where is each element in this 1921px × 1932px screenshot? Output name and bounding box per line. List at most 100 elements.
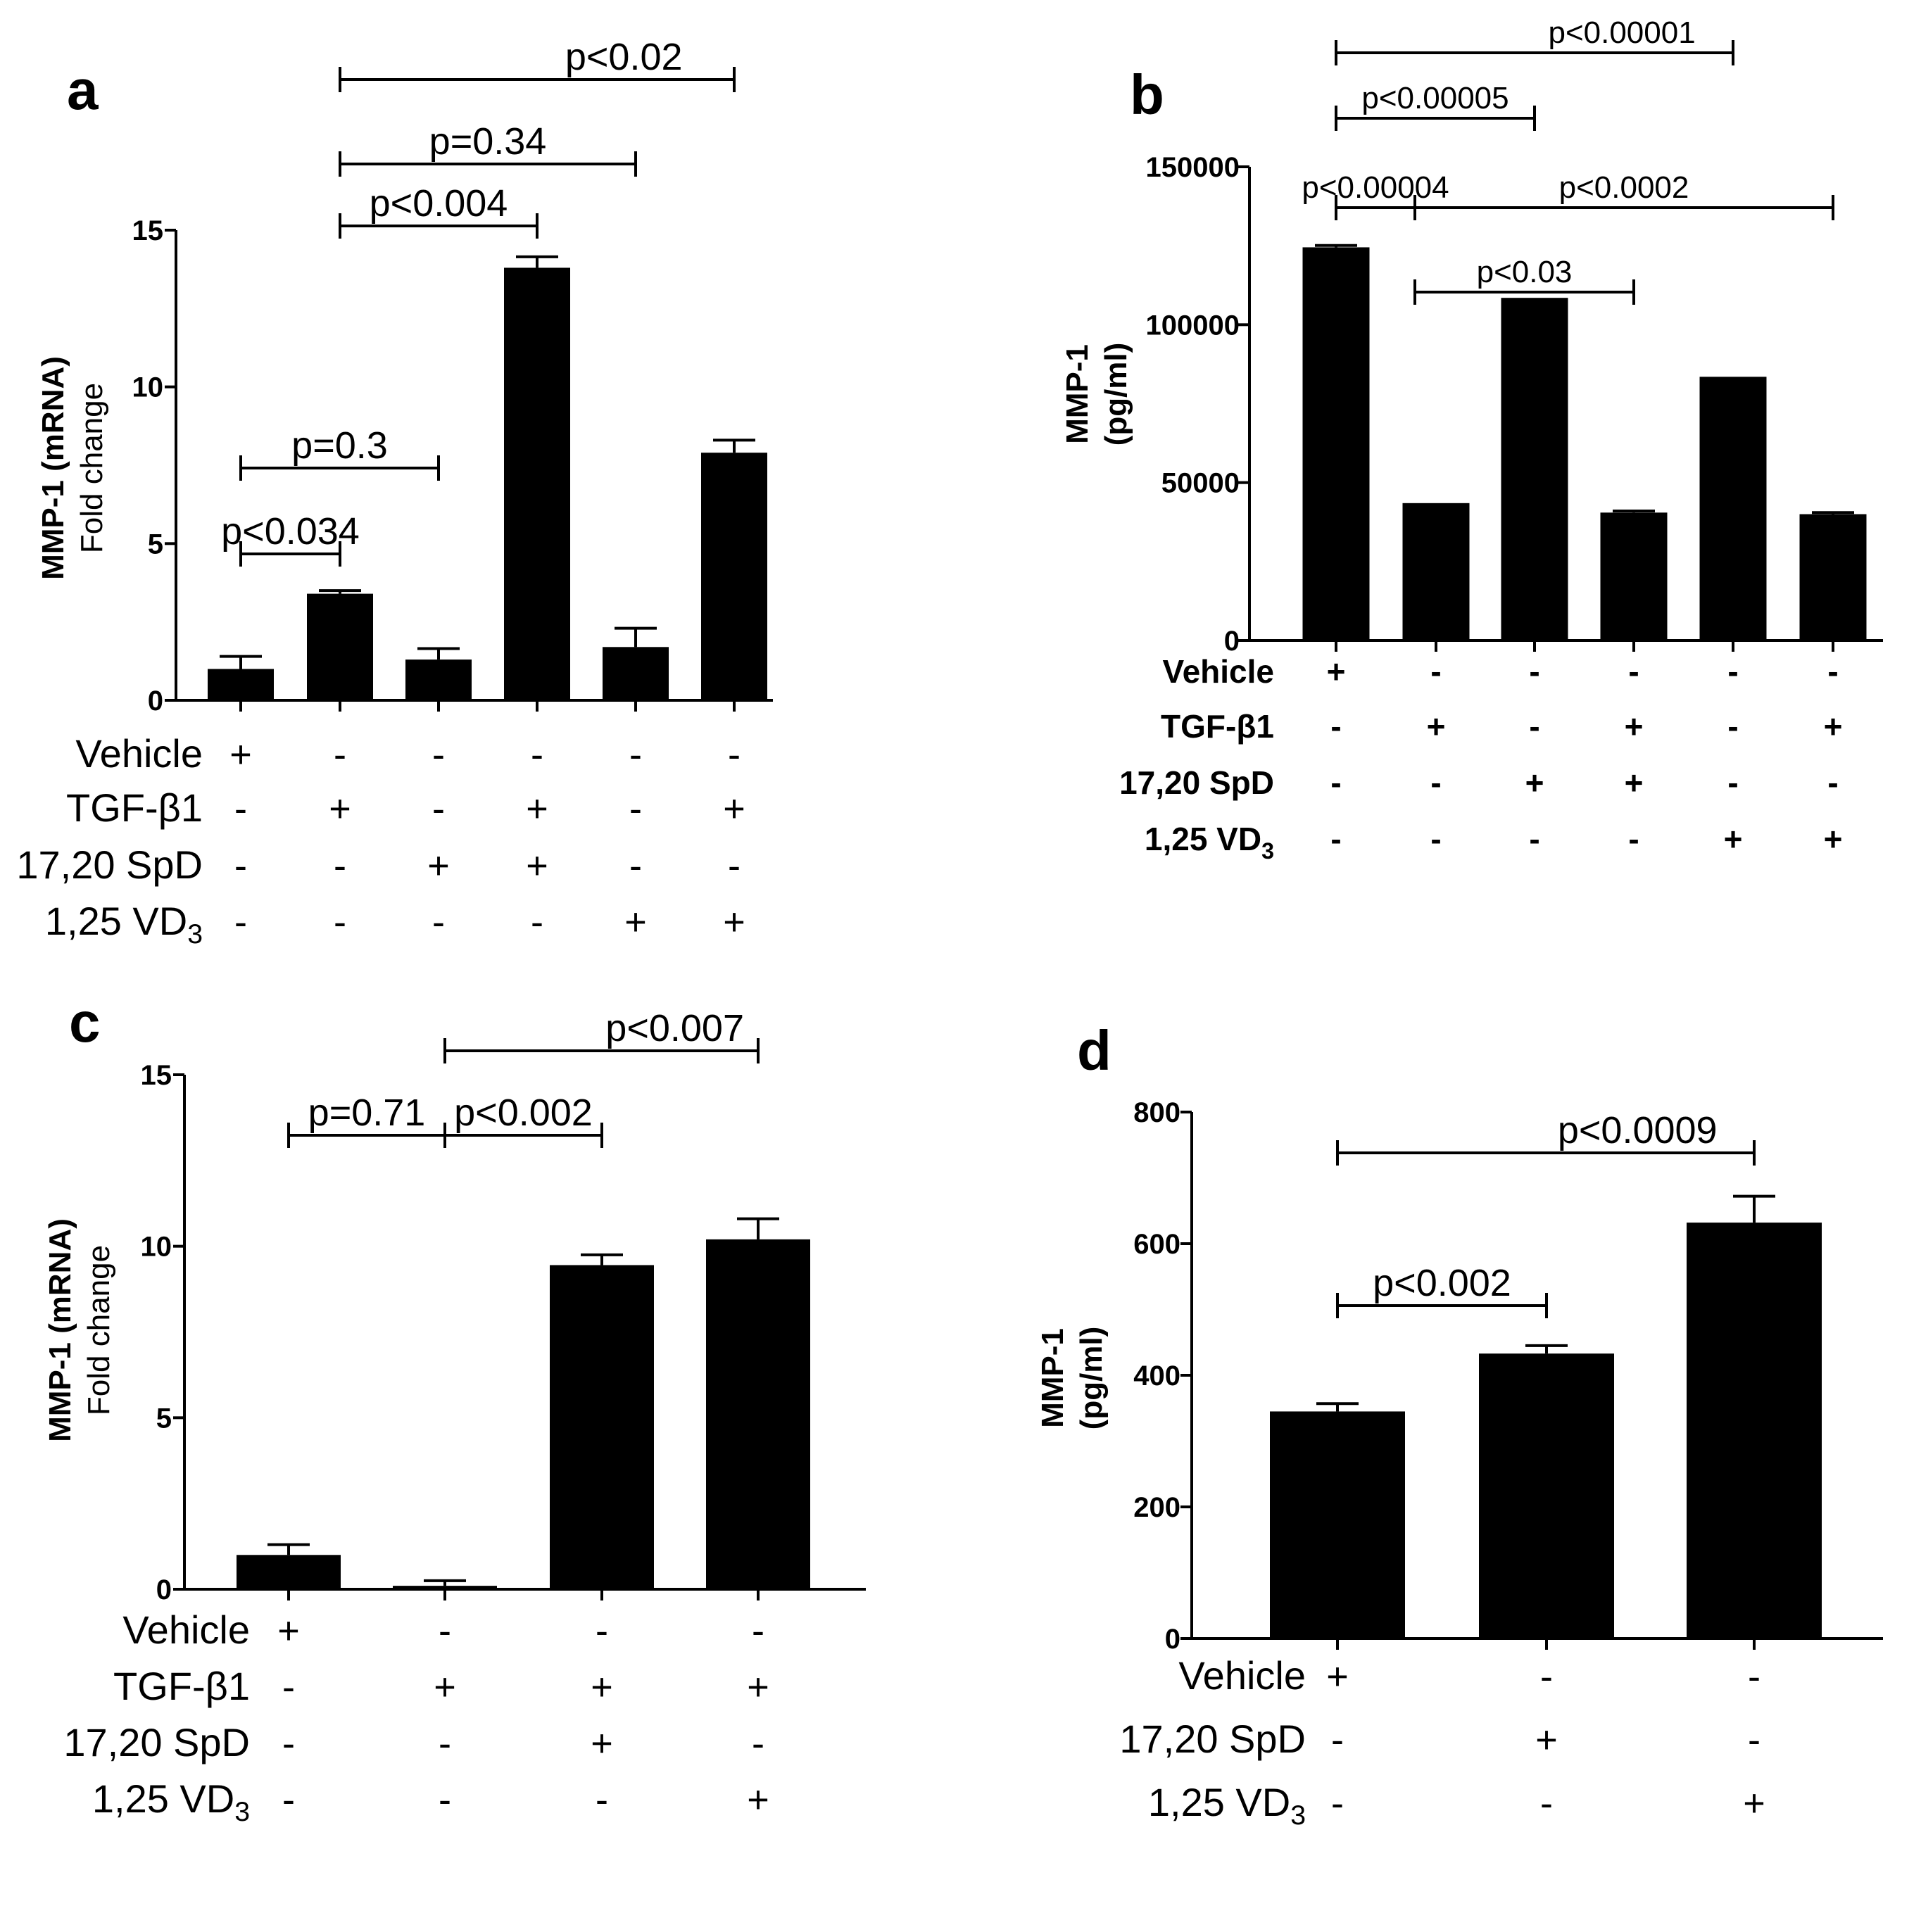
treatment-label: TGF-β1	[113, 1664, 250, 1708]
bar	[1687, 1223, 1822, 1639]
treatment-sign: -	[334, 733, 346, 776]
bar	[603, 647, 669, 700]
y-tick-label: 200	[1133, 1492, 1180, 1523]
treatment-sign: +	[723, 788, 745, 830]
treatment-label: 17,20 SpD	[1119, 1717, 1306, 1761]
treatment-label-text: 17,20 SpD	[1119, 1717, 1306, 1761]
treatment-label-text: TGF-β1	[66, 785, 203, 830]
treatment-sign: -	[629, 733, 642, 776]
treatment-sign: +	[747, 1666, 769, 1708]
bar	[1799, 514, 1867, 640]
treatment-sign: +	[526, 845, 548, 887]
p-value-label: p<0.0009	[1558, 1109, 1718, 1151]
bar	[1699, 377, 1767, 640]
bar	[393, 1586, 497, 1589]
treatment-label-text: 17,20 SpD	[16, 842, 203, 887]
y-tick-label: 0	[148, 686, 163, 716]
bar	[237, 1555, 341, 1589]
y-tick-label: 150000	[1146, 152, 1240, 183]
panel-c: c 0 5 10 15 MMP-1 (mRNA) Fold change p<0.007 p=0…	[43, 991, 866, 1827]
treatment-label: 1,25 VD3	[1145, 821, 1274, 864]
treatment-sign: +	[1724, 821, 1743, 857]
panel-d: d 0 200 400 600 800 MMP-1 (pg/ml) p<0.0009 p<0.00…	[1035, 1019, 1883, 1831]
treatment-sign: -	[728, 845, 741, 887]
treatment-label-subscript: 3	[187, 919, 203, 949]
treatment-label: 17,20 SpD	[63, 1720, 250, 1764]
bar	[1501, 298, 1568, 640]
treatment-label-text: 17,20 SpD	[63, 1720, 250, 1764]
treatment-label-text: 1,25 VD	[45, 899, 187, 943]
treatment-sign: -	[1748, 1655, 1761, 1698]
treatment-sign: -	[728, 733, 741, 776]
treatment-sign: +	[1525, 764, 1544, 801]
treatment-sign: -	[752, 1610, 764, 1652]
p-value-label: p<0.03	[1477, 255, 1573, 289]
treatment-label: Vehicle	[1178, 1653, 1306, 1698]
treatment-sign: -	[531, 733, 543, 776]
treatment-label-text: Vehicle	[1178, 1653, 1306, 1698]
y-axis-label-units: Fold change	[82, 1245, 116, 1415]
treatment-sign: -	[1430, 821, 1441, 857]
treatment-sign: +	[1625, 708, 1644, 745]
treatment-sign: -	[439, 1779, 451, 1821]
bar	[307, 593, 373, 700]
y-tick-label: 15	[132, 215, 164, 246]
panel-letter: b	[1130, 63, 1164, 126]
y-axis-label-units: (pg/ml)	[1074, 1327, 1109, 1430]
treatment-sign: +	[427, 845, 450, 887]
treatment-sign: -	[439, 1722, 451, 1764]
y-tick-label: 400	[1133, 1360, 1180, 1391]
treatment-label-text: TGF-β1	[113, 1664, 250, 1708]
p-value-label: p=0.3	[291, 424, 388, 467]
p-value-label: p<0.02	[565, 36, 683, 78]
p-value-label: p<0.007	[605, 1007, 744, 1049]
treatment-sign: +	[624, 901, 647, 943]
treatment-sign: +	[1427, 708, 1446, 745]
treatment-label: 1,25 VD3	[1148, 1780, 1306, 1831]
treatment-sign: -	[596, 1610, 608, 1652]
panel-letter: a	[67, 58, 99, 121]
treatment-sign: +	[723, 901, 745, 943]
treatment-sign: -	[1330, 821, 1341, 857]
treatment-sign: +	[1824, 821, 1843, 857]
y-axis-label-units: (pg/ml)	[1099, 343, 1133, 446]
y-axis-label: MMP-1	[1035, 1328, 1070, 1428]
treatment-label-text: Vehicle	[1162, 653, 1274, 690]
p-value-label: p<0.00004	[1302, 170, 1449, 205]
treatment-sign: -	[1330, 708, 1341, 745]
y-tick-label: 5	[156, 1403, 172, 1434]
p-value-label: p<0.00001	[1548, 15, 1695, 50]
treatment-sign: -	[282, 1722, 295, 1764]
bar	[701, 453, 767, 700]
treatment-label-subscript: 3	[234, 1797, 250, 1827]
treatment-label: 17,20 SpD	[16, 842, 203, 887]
bar	[706, 1239, 810, 1589]
treatment-sign: -	[1330, 764, 1341, 801]
treatment-sign: -	[282, 1779, 295, 1821]
treatment-sign: -	[1430, 764, 1441, 801]
p-value-label: p<0.0002	[1559, 170, 1689, 205]
treatment-label-text: TGF-β1	[1161, 708, 1274, 745]
treatment-sign: +	[747, 1779, 769, 1821]
treatment-sign: -	[334, 845, 346, 887]
treatment-sign: -	[432, 901, 445, 943]
treatment-sign: -	[1727, 708, 1738, 745]
bar	[1302, 247, 1370, 640]
bar	[504, 267, 570, 700]
treatment-sign: -	[1827, 653, 1838, 690]
treatment-sign: -	[234, 845, 247, 887]
treatment-sign: +	[434, 1666, 456, 1708]
y-tick-label: 5	[148, 529, 163, 560]
panel-letter: c	[69, 991, 101, 1054]
treatment-sign: +	[1743, 1782, 1765, 1824]
panel-a: a 0 5 10 15 MMP-1 (mRNA) Fold change p<0.02 p=0.…	[16, 36, 773, 949]
panel-b: b 0 50000 100000 150000 MMP-1 (pg/ml) p<0.00001…	[1060, 15, 1883, 864]
y-tick-label: 15	[141, 1060, 172, 1091]
treatment-label-text: Vehicle	[75, 731, 203, 776]
treatment-label-subscript: 3	[1261, 838, 1274, 864]
y-tick-label: 800	[1133, 1097, 1180, 1128]
treatment-sign: -	[1331, 1782, 1344, 1824]
treatment-sign: -	[752, 1722, 764, 1764]
bar	[405, 659, 472, 700]
p-value-label: p<0.00005	[1361, 81, 1509, 115]
